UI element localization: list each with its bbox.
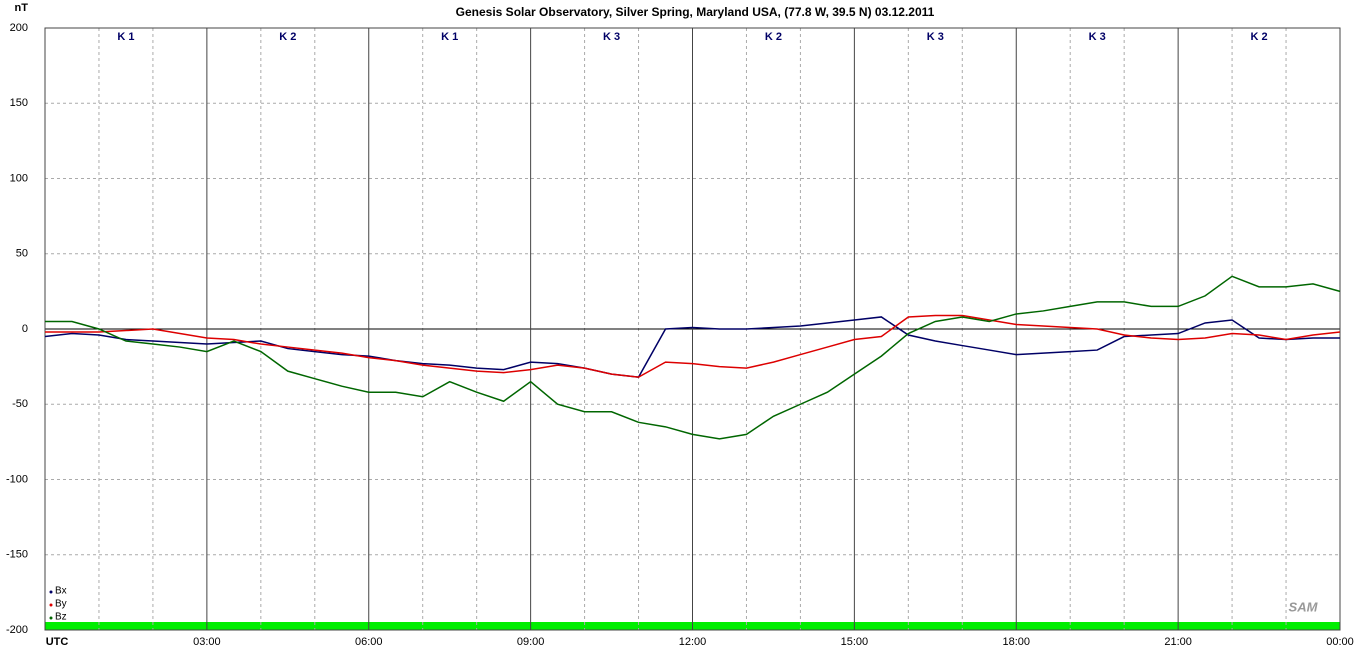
- series-line: [45, 275, 1341, 440]
- x-tick-label: 21:00: [1164, 636, 1192, 648]
- y-tick-label: 100: [10, 172, 28, 184]
- x-tick-label: UTC: [46, 636, 69, 648]
- y-tick-label: -200: [6, 624, 28, 636]
- logo: SAM: [1289, 599, 1319, 614]
- legend-marker: [49, 603, 53, 607]
- legend-label: Bx: [55, 586, 67, 597]
- y-tick-label: -50: [12, 398, 28, 410]
- k-index-label: K 1: [441, 31, 458, 43]
- y-tick-label: 200: [10, 22, 28, 34]
- legend-label: Bz: [55, 612, 67, 623]
- plot-frame: [44, 27, 1341, 631]
- legend-marker: [49, 616, 53, 620]
- x-tick-label: 09:00: [517, 636, 545, 648]
- x-tick-label: 03:00: [193, 636, 221, 648]
- y-tick-label: 150: [10, 97, 28, 109]
- x-tick-label: 00:00: [1326, 636, 1354, 648]
- y-tick-label: 0: [22, 323, 28, 335]
- y-axis-label: nT: [15, 2, 29, 14]
- k-index-label: K 3: [927, 31, 944, 43]
- k-index-label: K 2: [1251, 31, 1268, 43]
- series-line: [44, 316, 1340, 378]
- k-index-label: K 3: [603, 31, 620, 43]
- k-index-label: K 2: [765, 31, 782, 43]
- legend-marker: [49, 590, 53, 594]
- k-index-label: K 1: [117, 31, 134, 43]
- x-tick-label: 18:00: [1002, 636, 1030, 648]
- series-line: [45, 314, 1341, 378]
- x-tick-label: 06:00: [355, 636, 383, 648]
- y-tick-label: -150: [6, 549, 28, 561]
- x-tick-label: 15:00: [841, 636, 869, 648]
- legend-label: By: [55, 599, 67, 610]
- chart-title: Genesis Solar Observatory, Silver Spring…: [456, 5, 935, 19]
- x-tick-label: 12:00: [679, 636, 707, 648]
- k-index-label: K 2: [279, 31, 296, 43]
- y-tick-label: 50: [16, 248, 28, 260]
- y-tick-label: -100: [6, 473, 28, 485]
- k-index-label: K 3: [1089, 31, 1106, 43]
